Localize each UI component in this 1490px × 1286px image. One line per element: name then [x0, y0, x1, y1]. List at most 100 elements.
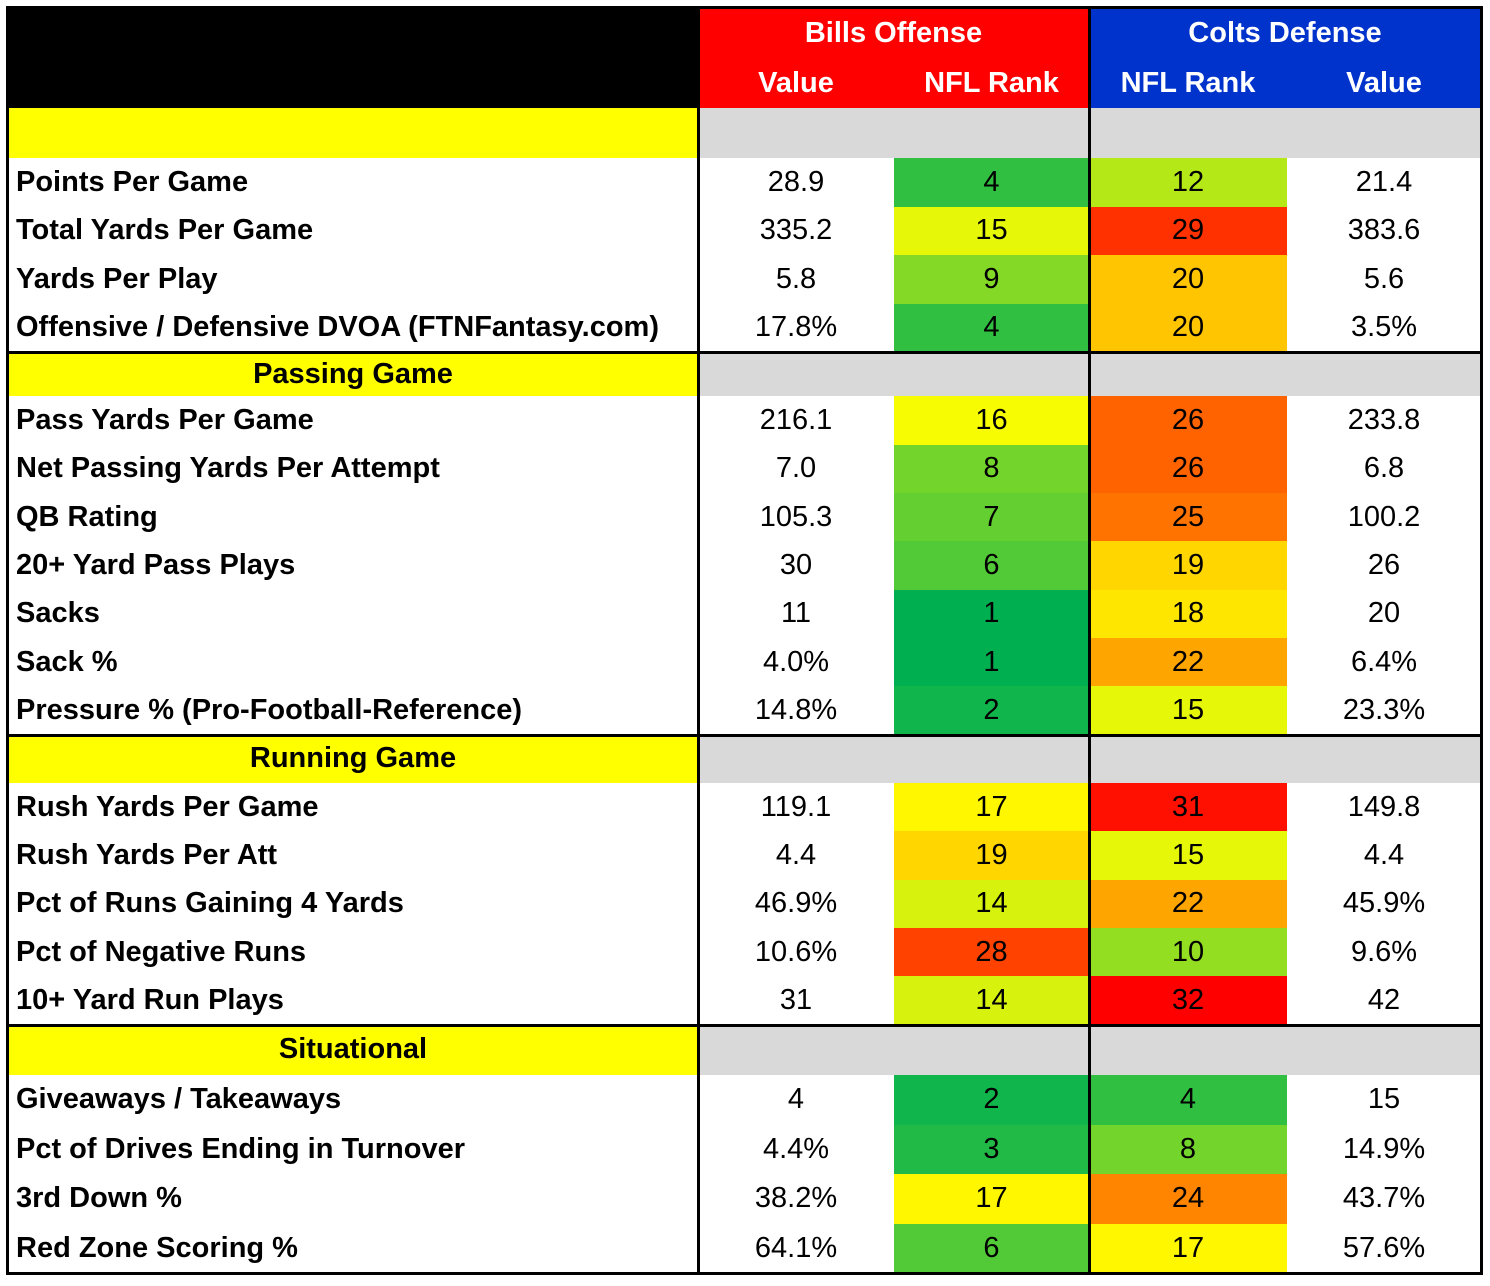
colts-rank: 20: [1089, 255, 1287, 304]
header-blank: [8, 8, 698, 108]
colts-value: 43.7%: [1287, 1174, 1481, 1224]
colts-rank: 24: [1089, 1174, 1287, 1224]
colts-defense-title: Colts Defense: [1089, 8, 1481, 58]
bills-rank: 1: [894, 637, 1089, 687]
colts-value: 5.6: [1287, 255, 1481, 304]
row-label: Red Zone Scoring %: [8, 1223, 698, 1274]
row-label: Sack %: [8, 637, 698, 687]
colts-rank: 26: [1089, 396, 1287, 445]
bills-rank: 2: [894, 1075, 1089, 1125]
row-label: 20+ Yard Pass Plays: [8, 541, 698, 590]
bills-value-header: Value: [698, 58, 894, 108]
colts-rank: 15: [1089, 831, 1287, 880]
colts-rank: 19: [1089, 541, 1287, 590]
bills-rank: 8: [894, 444, 1089, 493]
colts-rank: 15: [1089, 686, 1287, 735]
colts-value: 9.6%: [1287, 927, 1481, 977]
bills-rank: 6: [894, 541, 1089, 590]
colts-value: 383.6: [1287, 206, 1481, 255]
bills-value: 31: [698, 976, 894, 1025]
row-label: Sacks: [8, 589, 698, 638]
bills-value: 64.1%: [698, 1223, 894, 1274]
row-label: Pct of Negative Runs: [8, 927, 698, 977]
colts-value: 14.9%: [1287, 1124, 1481, 1175]
bills-value: 4.4%: [698, 1124, 894, 1175]
colts-value: 21.4: [1287, 158, 1481, 207]
row-label: Pct of Drives Ending in Turnover: [8, 1124, 698, 1175]
section-divider: [8, 733, 1481, 737]
row-label: Giveaways / Takeaways: [8, 1075, 698, 1125]
colts-value: 4.4: [1287, 831, 1481, 880]
divider-teams: [1088, 8, 1091, 1274]
row-label: Pressure % (Pro-Football-Reference): [8, 686, 698, 735]
bills-rank: 3: [894, 1124, 1089, 1175]
bills-value: 105.3: [698, 493, 894, 542]
border-left: [6, 6, 9, 1276]
bills-rank: 17: [894, 783, 1089, 832]
bills-rank: 19: [894, 831, 1089, 880]
colts-value: 20: [1287, 589, 1481, 638]
bills-value: 28.9: [698, 158, 894, 207]
bills-rank-header: NFL Rank: [894, 58, 1089, 108]
row-label: Pct of Runs Gaining 4 Yards: [8, 879, 698, 928]
colts-value: 3.5%: [1287, 303, 1481, 352]
section-title: Situational: [8, 1024, 698, 1076]
bills-rank: 28: [894, 927, 1089, 977]
bills-value: 11: [698, 589, 894, 638]
bills-rank: 17: [894, 1174, 1089, 1224]
colts-rank: 32: [1089, 976, 1287, 1025]
colts-value: 149.8: [1287, 783, 1481, 832]
colts-rank: 29: [1089, 206, 1287, 255]
colts-rank: 25: [1089, 493, 1287, 542]
colts-value: 26: [1287, 541, 1481, 590]
bills-rank: 16: [894, 396, 1089, 445]
colts-rank: 10: [1089, 927, 1287, 977]
row-label: 10+ Yard Run Plays: [8, 976, 698, 1025]
bills-value: 7.0: [698, 444, 894, 493]
colts-value: 100.2: [1287, 493, 1481, 542]
bills-value: 38.2%: [698, 1174, 894, 1224]
colts-rank: 20: [1089, 303, 1287, 352]
row-label: QB Rating: [8, 493, 698, 542]
bills-value: 335.2: [698, 206, 894, 255]
bills-value: 119.1: [698, 783, 894, 832]
row-label: Total Yards Per Game: [8, 206, 698, 255]
bills-value: 14.8%: [698, 686, 894, 735]
colts-value-header: Value: [1287, 58, 1481, 108]
bills-value: 10.6%: [698, 927, 894, 977]
row-label: Net Passing Yards Per Attempt: [8, 444, 698, 493]
divider-label: [697, 8, 700, 1274]
bills-value: 4: [698, 1075, 894, 1125]
border-bottom: [6, 1272, 1483, 1276]
colts-rank: 31: [1089, 783, 1287, 832]
border-right: [1480, 6, 1483, 1276]
colts-rank: 17: [1089, 1223, 1287, 1274]
border-top: [6, 6, 1483, 9]
colts-rank-header: NFL Rank: [1089, 58, 1287, 108]
bills-rank: 14: [894, 879, 1089, 928]
bills-value: 30: [698, 541, 894, 590]
bills-rank: 4: [894, 158, 1089, 207]
bills-value: 46.9%: [698, 879, 894, 928]
bills-rank: 14: [894, 976, 1089, 1025]
colts-value: 23.3%: [1287, 686, 1481, 735]
colts-value: 42: [1287, 976, 1481, 1025]
row-label: Pass Yards Per Game: [8, 396, 698, 445]
colts-value: 6.8: [1287, 444, 1481, 493]
section-title: Running Game: [8, 734, 698, 783]
bills-rank: 2: [894, 686, 1089, 735]
section-divider: [8, 351, 1481, 354]
colts-rank: 22: [1089, 637, 1287, 687]
bills-rank: 9: [894, 255, 1089, 304]
colts-value: 15: [1287, 1075, 1481, 1125]
bills-rank: 1: [894, 589, 1089, 638]
colts-rank: 12: [1089, 158, 1287, 207]
section-divider: [8, 1023, 1481, 1027]
colts-rank: 8: [1089, 1124, 1287, 1175]
row-label: 3rd Down %: [8, 1174, 698, 1224]
colts-value: 6.4%: [1287, 637, 1481, 687]
bills-value: 216.1: [698, 396, 894, 445]
bills-value: 5.8: [698, 255, 894, 304]
bills-offense-title: Bills Offense: [698, 8, 1089, 58]
bills-value: 4.0%: [698, 637, 894, 687]
